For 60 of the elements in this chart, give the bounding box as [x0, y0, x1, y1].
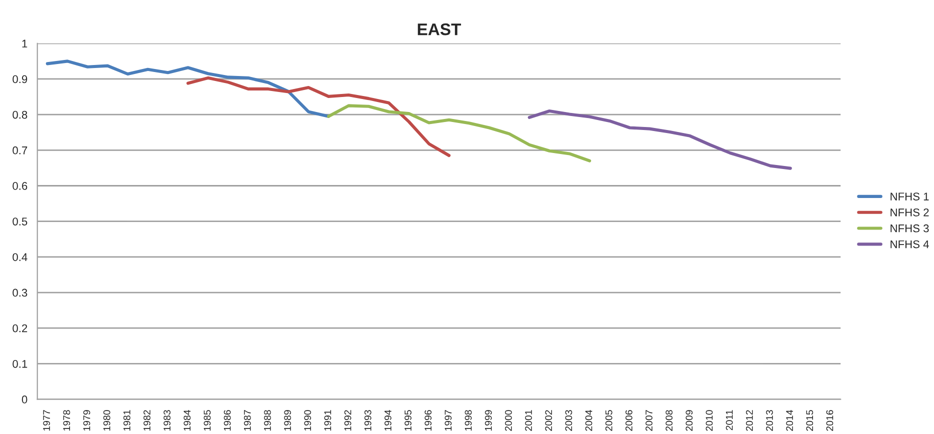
- x-tick-label: 1989: [284, 410, 291, 431]
- x-tick-label: 1988: [264, 410, 271, 431]
- x-tick-label: 2005: [605, 410, 612, 431]
- x-tick-label: 2009: [686, 410, 693, 431]
- legend-label: NFHS 1: [890, 192, 929, 200]
- x-tick-label: 1977: [43, 410, 50, 431]
- x-tick-label: 2001: [525, 410, 532, 431]
- chart-title: EAST: [418, 23, 462, 36]
- x-tick-label: 1987: [244, 410, 251, 431]
- x-tick-label: 2007: [646, 410, 652, 431]
- x-tick-label: 1992: [344, 410, 352, 431]
- x-tick-label: 1984: [184, 410, 191, 431]
- line-series: [327, 104, 592, 162]
- x-tick-label: 2015: [806, 410, 814, 431]
- x-tick-label: 1980: [103, 410, 110, 431]
- y-tick-label: 0.8: [12, 110, 28, 119]
- x-tick-label: 1983: [164, 410, 170, 431]
- x-tick-label: 1996: [424, 410, 432, 431]
- legend-label: NFHS 2: [890, 208, 929, 216]
- x-tick-label: 2008: [666, 410, 673, 431]
- y-tick-label: 0.5: [12, 218, 28, 226]
- x-tick-label: 1979: [83, 410, 90, 431]
- x-tick-label: 2002: [545, 410, 552, 431]
- y-tick-label: 0.7: [12, 146, 28, 154]
- x-tick-label: 1994: [384, 410, 392, 431]
- y-tick-label: 0.2: [12, 324, 28, 332]
- x-tick-label: 1985: [204, 410, 211, 431]
- x-tick-label: 1990: [304, 410, 312, 431]
- line-series: [186, 76, 451, 158]
- x-tick-label: 2011: [726, 410, 733, 430]
- x-tick-label: 1997: [444, 410, 452, 431]
- legend-label: NFHS 4: [890, 240, 929, 248]
- y-tick-label: 0.4: [12, 253, 28, 262]
- y-tick-label: 0.1: [12, 360, 28, 368]
- line-series: [46, 60, 330, 118]
- x-tick-label: 1978: [63, 410, 70, 431]
- x-tick-label: 2000: [504, 410, 512, 431]
- x-tick-label: 1986: [224, 410, 231, 431]
- y-tick-label: 0.6: [12, 182, 28, 190]
- x-tick-label: 2016: [826, 410, 834, 431]
- y-tick-label: 1: [22, 40, 28, 48]
- y-tick-label: 0.9: [12, 75, 28, 84]
- x-tick-label: 2010: [706, 410, 713, 431]
- x-tick-label: 2013: [766, 410, 773, 431]
- y-tick-label: 0: [22, 396, 28, 404]
- y-tick-label: 0.3: [12, 288, 28, 297]
- x-tick-label: 1993: [364, 410, 372, 431]
- legend-label: NFHS 3: [890, 224, 929, 232]
- x-tick-label: 2006: [625, 410, 632, 431]
- line-series: [528, 109, 792, 170]
- x-tick-label: 2004: [585, 410, 592, 431]
- x-tick-label: 2003: [565, 410, 572, 431]
- x-tick-label: 1982: [144, 410, 150, 431]
- x-tick-label: 1981: [123, 410, 130, 431]
- x-tick-label: 1998: [464, 410, 472, 431]
- x-tick-label: 1991: [324, 410, 332, 431]
- x-tick-label: 1995: [404, 410, 412, 431]
- x-tick-label: 1999: [484, 410, 492, 431]
- x-tick-label: 2012: [746, 410, 753, 431]
- x-tick-label: 2014: [786, 410, 794, 431]
